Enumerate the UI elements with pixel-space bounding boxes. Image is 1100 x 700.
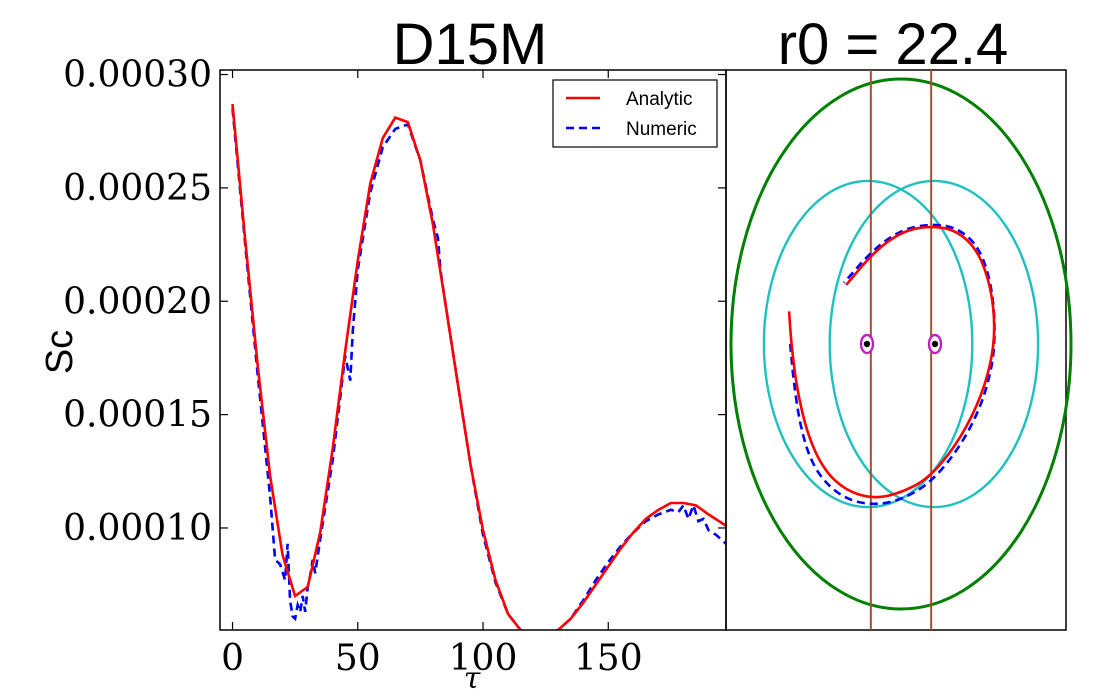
- left-axis-ticks: 0 50 100 150 0.00010 0.00015 0.00020 0.00025 0.0…: [63, 55, 726, 679]
- y-tick-label: 0.00010: [63, 508, 212, 549]
- x-tick-label: 0: [221, 638, 244, 679]
- y-axis-label: Sc: [39, 330, 81, 374]
- right-plot-frame: [725, 69, 1067, 631]
- trajectory-analytic: [787, 225, 996, 499]
- y-tick-label: 0.00020: [63, 281, 212, 322]
- trajectory-numeric: [788, 223, 996, 506]
- marker-dot-1: [863, 340, 871, 348]
- right-chart-title: r0 = 22.4: [778, 12, 1009, 77]
- marker-dot-2: [931, 340, 939, 348]
- x-axis-label: τ: [464, 661, 481, 696]
- series-line-analytic: [231, 103, 726, 630]
- y-tick-label: 0.00015: [63, 395, 212, 436]
- legend-box: [552, 79, 718, 148]
- outer-ellipse: [729, 77, 1073, 611]
- left-chart-title: D15M: [393, 12, 548, 77]
- inner-ellipse-1: [762, 179, 974, 509]
- legend-analytic-label: Analytic: [626, 89, 693, 110]
- right-content-group: [729, 70, 1073, 630]
- y-tick-label: 0.00025: [63, 168, 212, 209]
- left-series-group: [231, 103, 726, 630]
- y-tick-label: 0.00030: [63, 55, 212, 96]
- x-tick-label: 150: [574, 638, 643, 679]
- legend: Analytic Numeric: [552, 79, 718, 148]
- inner-ellipse-2: [828, 179, 1040, 509]
- series-line-numeric: [231, 108, 726, 630]
- x-tick-label: 100: [449, 638, 518, 679]
- legend-numeric-label: Numeric: [626, 119, 697, 140]
- right-plot: [725, 69, 1073, 631]
- x-tick-label: 50: [335, 638, 381, 679]
